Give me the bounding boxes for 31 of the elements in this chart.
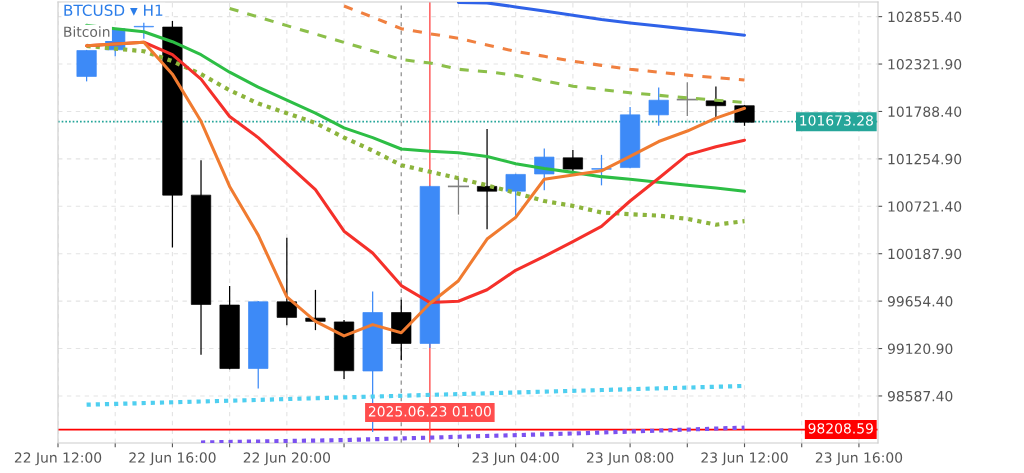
candlestick xyxy=(276,237,297,326)
y-tick-label: 102855.40 xyxy=(888,11,962,23)
y-tick-label: 100187.90 xyxy=(888,248,962,260)
line-series xyxy=(456,2,747,37)
ref-line-label: 98208.59 xyxy=(808,423,873,434)
y-tick-label: 99120.90 xyxy=(887,343,953,355)
x-tick-label: 23 Jun 04:00 xyxy=(472,452,559,466)
y-tick-label: 100721.40 xyxy=(888,201,962,212)
text: Bitcoin xyxy=(64,26,110,38)
candlestick xyxy=(648,87,669,126)
candlestick xyxy=(447,177,470,215)
x-tick-label: 23 Jun 08:00 xyxy=(587,452,674,466)
candlestick xyxy=(505,173,526,217)
x-tick-label: 22 Jun 16:00 xyxy=(129,452,216,466)
y-tick-label: 102321.90 xyxy=(888,59,962,70)
x-tick-label: 22 Jun 20:00 xyxy=(243,452,331,466)
y-tick-label: 99654.40 xyxy=(887,296,953,307)
y-tick-label: 101254.90 xyxy=(888,153,962,165)
candlestick xyxy=(476,128,498,230)
y-tick-label: 98587.40 xyxy=(887,390,953,402)
y-tick-label: 101788.40 xyxy=(888,106,962,117)
line-series xyxy=(342,4,747,82)
x-tick-label: 22 Jun 12:00 xyxy=(14,452,102,466)
ref-line-label: 2025.06.23 01:00 xyxy=(368,406,491,417)
chart-title: BTCUSD ▾ H1 xyxy=(64,4,163,17)
ref-line-label: 101673.28 xyxy=(800,115,873,126)
line-series xyxy=(198,425,747,443)
x-tick-label: 23 Jun 12:00 xyxy=(701,452,788,466)
candlestick xyxy=(676,82,698,117)
candlestick xyxy=(705,86,726,119)
x-tick-label: 23 Jun 16:00 xyxy=(815,452,903,466)
